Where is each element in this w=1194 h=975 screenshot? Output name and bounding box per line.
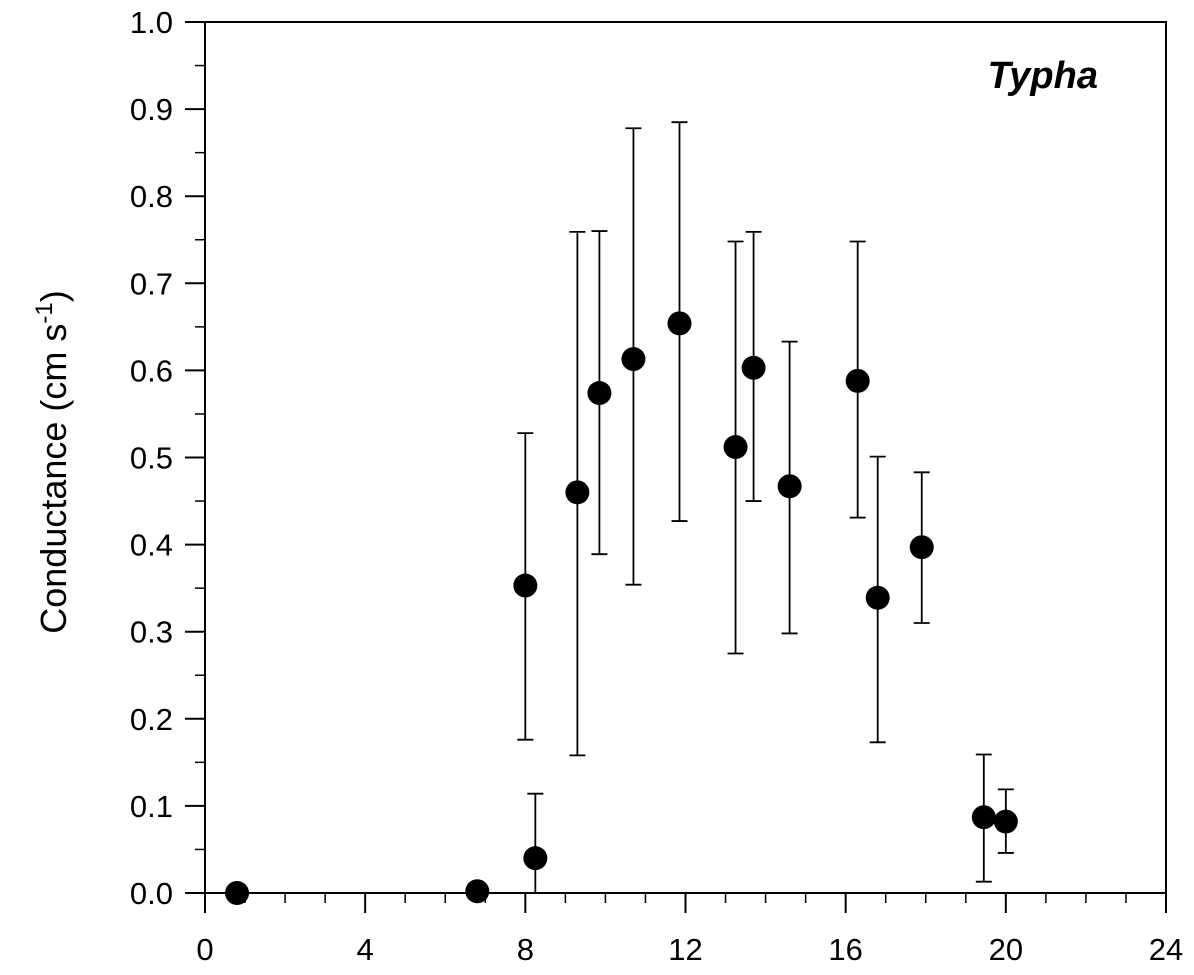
- data-point: [587, 381, 612, 406]
- data-point: [741, 355, 766, 380]
- y-tick-label: 0.1: [130, 789, 173, 824]
- data-point: [865, 585, 890, 610]
- data-point: [777, 474, 802, 499]
- y-axis-title-superscript: -1: [31, 302, 58, 323]
- data-point: [971, 805, 996, 830]
- x-tick-label: 16: [828, 932, 862, 967]
- y-tick-label: 0.4: [130, 528, 173, 563]
- y-tick-label: 0.8: [130, 179, 173, 214]
- y-tick-label: 0.3: [130, 615, 173, 650]
- y-tick-label: 0.9: [130, 92, 173, 127]
- y-tick-label: 0.6: [130, 353, 173, 388]
- data-point: [621, 347, 646, 372]
- y-tick-label: 1.0: [130, 5, 173, 40]
- y-axis-title-close: ): [33, 290, 74, 302]
- data-point: [993, 809, 1018, 834]
- data-point: [565, 480, 590, 505]
- species-annotation: Typha: [988, 55, 1099, 97]
- data-point: [667, 311, 692, 336]
- x-tick-label: 4: [357, 932, 374, 967]
- y-tick-label: 0.5: [130, 441, 173, 476]
- data-point: [909, 535, 934, 560]
- data-point: [845, 368, 870, 393]
- y-axis-title: Conductance (cm s-1): [31, 290, 74, 633]
- data-point: [465, 879, 490, 904]
- x-tick-label: 20: [989, 932, 1023, 967]
- data-point: [523, 846, 548, 871]
- x-tick-label: 8: [517, 932, 534, 967]
- y-tick-label: 0.0: [130, 876, 173, 911]
- data-point: [723, 435, 748, 460]
- y-tick-label: 0.2: [130, 702, 173, 737]
- data-point: [513, 573, 538, 598]
- y-tick-label: 0.7: [130, 266, 173, 301]
- plot-frame: [204, 21, 1167, 894]
- x-tick-label: 24: [1149, 932, 1183, 967]
- x-tick-label: 0: [196, 932, 213, 967]
- plot-layer: 0 4 8 12 16 20 24 0.0 0.1 0.2 0.3 0.4 0.5 0.6 0.7 0.8 0.…: [130, 5, 1183, 967]
- y-axis-title-main: Conductance (cm s: [33, 324, 74, 634]
- data-point: [225, 881, 250, 905]
- x-tick-label: 12: [668, 932, 702, 967]
